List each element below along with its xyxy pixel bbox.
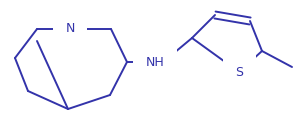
Text: N: N: [65, 22, 75, 36]
Text: S: S: [235, 66, 243, 78]
Text: NH: NH: [146, 55, 164, 68]
